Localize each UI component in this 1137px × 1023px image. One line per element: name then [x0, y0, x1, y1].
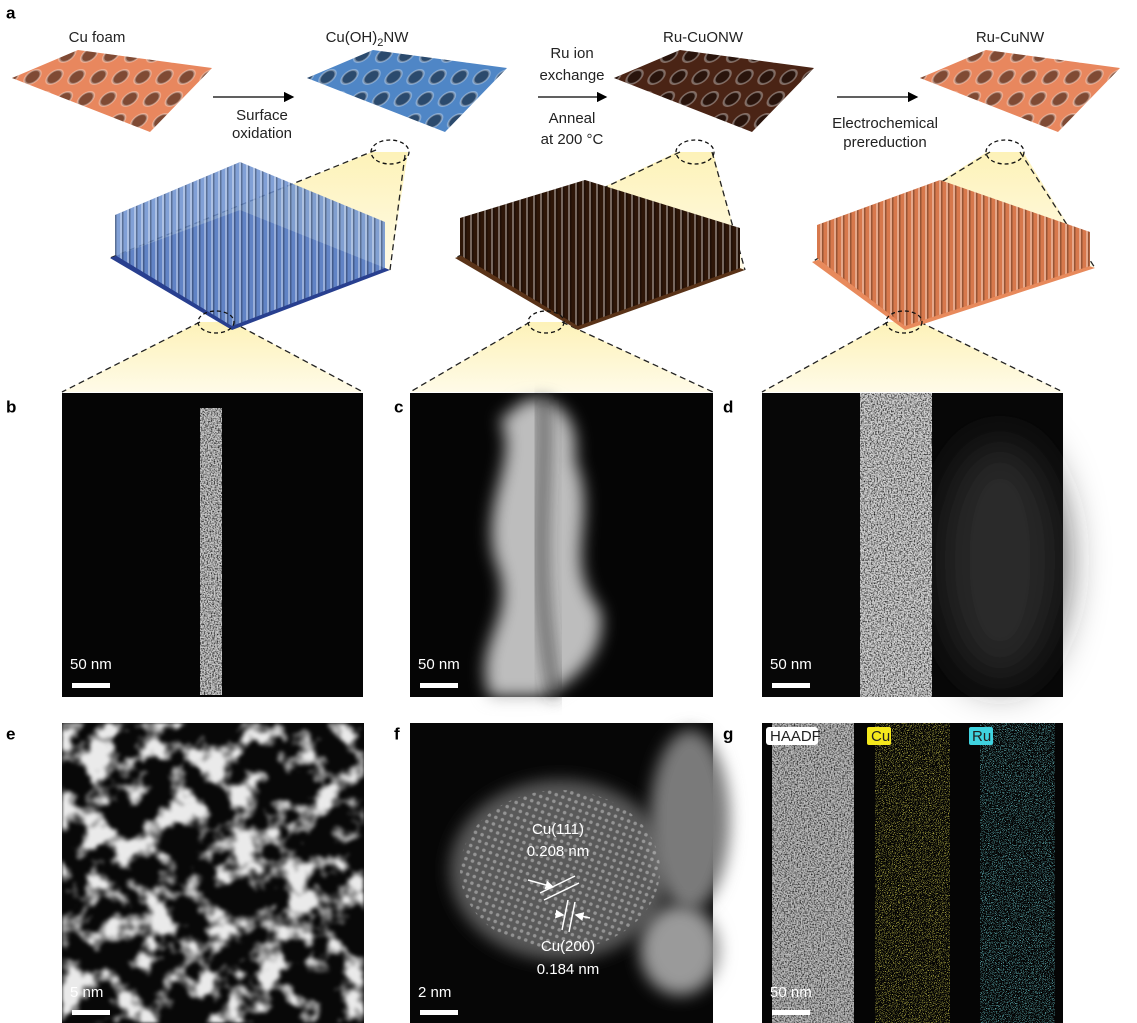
zoom-cone: [762, 322, 1063, 392]
channel-label: HAADF: [770, 728, 821, 745]
step-text: prereduction: [843, 134, 926, 151]
step-text: at 200 °C: [541, 131, 604, 148]
texture: [860, 393, 932, 697]
background-haze: [940, 440, 1060, 680]
texture: [200, 408, 222, 695]
scale-bar: [420, 683, 458, 688]
scale-bar-label: 2 nm: [418, 984, 451, 1001]
step-text: Electrochemical: [832, 115, 938, 132]
foam: [920, 50, 1120, 132]
figure: a Cu foam Cu(OH)2NW Ru-CuONW Ru-CuNW Sur…: [0, 0, 1137, 1023]
annotation: Cu(200): [541, 938, 595, 955]
particles: [62, 723, 364, 1023]
scale-bar: [772, 683, 810, 688]
step-text: Surface: [236, 107, 288, 124]
scale-bar-label: 50 nm: [70, 656, 112, 673]
annotation: 0.184 nm: [537, 961, 600, 978]
scale-bar: [72, 683, 110, 688]
foam: [12, 50, 212, 132]
cu-map: [875, 723, 950, 1023]
step-text: Ru ion: [550, 45, 593, 62]
label-part: Cu(OH): [326, 29, 378, 46]
scale-bar: [772, 1010, 810, 1015]
channel-label: Cu: [871, 728, 890, 745]
scale-bar-label: 50 nm: [770, 656, 812, 673]
channel-label: Ru: [972, 728, 991, 745]
stage-label: Cu foam: [69, 29, 126, 46]
scale-bar-label: 50 nm: [418, 656, 460, 673]
step-text: Anneal: [549, 110, 596, 127]
panel-letter: g: [723, 724, 733, 743]
stage-label: Ru-CuNW: [976, 29, 1045, 46]
particle: [650, 730, 730, 910]
texture: [772, 723, 854, 1023]
panel-letter: c: [394, 397, 403, 416]
particle: [640, 905, 720, 995]
stage-label: Cu(OH)2NW: [326, 29, 410, 49]
panel-letter: a: [6, 3, 16, 22]
page: a Cu foam Cu(OH)2NW Ru-CuONW Ru-CuNW Sur…: [0, 0, 1137, 1023]
panel-letter: d: [723, 397, 733, 416]
panel-letter: f: [394, 724, 400, 743]
stage-label: Ru-CuONW: [663, 29, 744, 46]
annotation: Cu(111): [532, 821, 584, 838]
panel-letter: b: [6, 397, 16, 416]
zoom-cone: [410, 322, 713, 392]
panel-letter: e: [6, 724, 15, 743]
step-text: oxidation: [232, 125, 292, 142]
ru-map: [980, 723, 1055, 1023]
step-text: exchange: [539, 67, 604, 84]
scale-bar-label: 50 nm: [770, 984, 812, 1001]
zoom-cone: [62, 322, 363, 392]
lattice: [460, 790, 660, 950]
label-part: NW: [383, 29, 409, 46]
scale-bar-label: 5 nm: [70, 984, 103, 1001]
foam: [307, 50, 507, 132]
scale-bar: [420, 1010, 458, 1015]
foam: [614, 50, 814, 132]
annotation: 0.208 nm: [527, 843, 590, 860]
scale-bar: [72, 1010, 110, 1015]
